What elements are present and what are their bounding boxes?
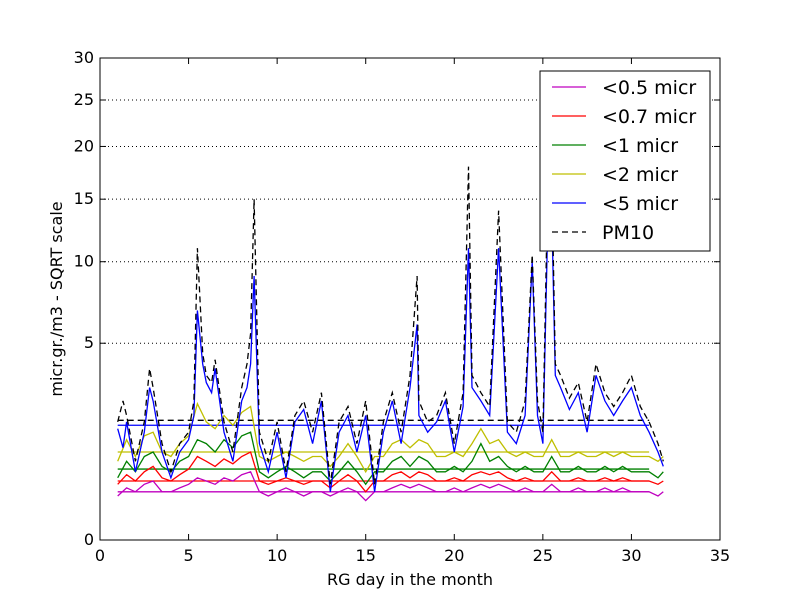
series-line bbox=[117, 451, 664, 493]
legend-label: <0.5 micr bbox=[602, 77, 696, 99]
legend: <0.5 micr <0.7 micr <1 micr <2 micr <5 micr P… bbox=[539, 70, 711, 252]
y-tick-label: 15 bbox=[74, 189, 94, 208]
legend-label: <1 micr bbox=[602, 135, 678, 157]
x-tick-label: 35 bbox=[710, 546, 730, 565]
x-tick-label: 20 bbox=[444, 546, 464, 565]
x-ticks: 0 5 10 15 20 25 30 35 bbox=[95, 58, 730, 565]
x-axis-label: RG day in the month bbox=[327, 570, 493, 589]
y-axis-label: micr.gr./m3 - SQRT scale bbox=[47, 201, 66, 396]
legend-label: <0.7 micr bbox=[602, 106, 696, 128]
series-line bbox=[117, 470, 664, 502]
series-lines bbox=[117, 74, 664, 502]
x-tick-label: 25 bbox=[533, 546, 553, 565]
y-tick-label: 10 bbox=[74, 252, 94, 271]
x-tick-label: 10 bbox=[267, 546, 287, 565]
y-tick-label: 25 bbox=[74, 90, 94, 109]
legend-label: <5 micr bbox=[602, 193, 678, 215]
x-tick-label: 5 bbox=[183, 546, 193, 565]
y-tick-label: 20 bbox=[74, 136, 94, 155]
y-tick-label: 5 bbox=[84, 333, 94, 352]
legend-box bbox=[539, 70, 711, 252]
series-line bbox=[117, 431, 664, 486]
legend-label: <2 micr bbox=[602, 164, 678, 186]
x-tick-label: 30 bbox=[621, 546, 641, 565]
y-tick-label: 30 bbox=[74, 48, 94, 67]
x-tick-label: 15 bbox=[356, 546, 376, 565]
series-line bbox=[117, 401, 664, 474]
legend-label: PM10 bbox=[602, 222, 654, 244]
plot-frame bbox=[99, 57, 721, 541]
series-line bbox=[117, 74, 664, 485]
x-tick-label: 0 bbox=[95, 546, 105, 565]
series-line bbox=[117, 127, 664, 492]
y-ticks: 0 5 10 15 20 25 30 bbox=[74, 48, 720, 549]
y-tick-label: 0 bbox=[84, 530, 94, 549]
